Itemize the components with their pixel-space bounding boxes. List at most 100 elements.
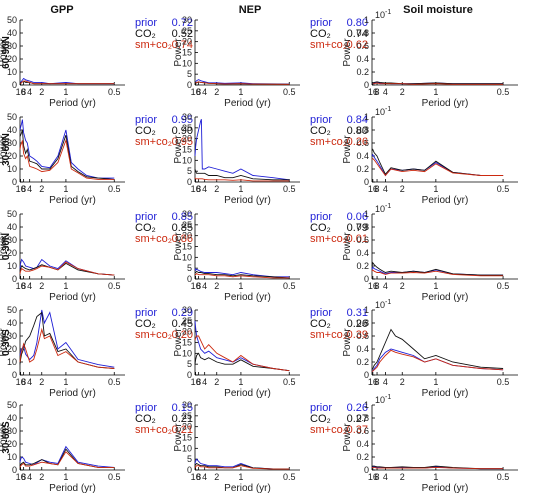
x-tick-label: 1 <box>238 472 243 482</box>
y-tick-label: 30 <box>7 235 17 245</box>
row-label: 0-30N <box>1 233 12 260</box>
series-line-prior <box>194 268 290 278</box>
column-title: GPP <box>50 4 73 16</box>
series-line-co2 <box>19 311 115 369</box>
x-axis-label: Period (yr) <box>422 292 469 303</box>
y-axis-label: Power <box>173 232 184 261</box>
legend-name-prior: prior <box>310 114 332 126</box>
exponent-superscript: -1 <box>385 203 391 210</box>
y-tick-label: 0 <box>12 465 17 475</box>
panel-soil-moisture-30-60s: 0 0.2 0.4 0.6 0.8 1 Power 168 4 2 1 0.5 Period (yr) 1… <box>342 394 518 494</box>
x-tick-label: 8 <box>196 472 201 482</box>
x-tick-label: 2 <box>400 281 405 291</box>
legend-name-smco2: sm+co₂ <box>310 329 347 341</box>
legend-name-prior: prior <box>135 114 157 126</box>
y-axis-label: Power <box>0 423 9 452</box>
y-tick-label: 0 <box>187 80 192 90</box>
y-tick-label: 0 <box>12 274 17 284</box>
y-tick-label: 0 <box>364 465 369 475</box>
x-tick-label: 0.5 <box>108 184 121 194</box>
x-tick-label: 1 <box>433 472 438 482</box>
y-axis-label: Power <box>342 135 353 164</box>
x-tick-label: 4 <box>27 281 32 291</box>
y-tick-label: 5 <box>187 359 192 369</box>
legend-name-prior: prior <box>135 307 157 319</box>
legend-name-co2: CO₂ <box>310 318 331 330</box>
x-tick-label: 0.5 <box>497 377 510 387</box>
x-tick-label: 16 <box>191 184 201 194</box>
legend-name-smco2: sm+co₂ <box>310 39 347 51</box>
x-tick-label: 16 <box>368 377 378 387</box>
x-tick-label: 8 <box>375 472 380 482</box>
series-line-smco2 <box>371 349 504 373</box>
y-tick-label: 10 <box>7 261 17 271</box>
y-tick-label: 1 <box>364 209 369 219</box>
y-tick-label: 20 <box>7 344 17 354</box>
exponent-label: 10-1 <box>375 203 391 214</box>
y-tick-label: 0 <box>364 370 369 380</box>
legend-name-co2: CO₂ <box>135 222 156 234</box>
y-tick-label: 10 <box>7 357 17 367</box>
x-tick-label: 2 <box>39 281 44 291</box>
y-tick-label: 0.2 <box>356 261 369 271</box>
x-tick-label: 4 <box>202 87 207 97</box>
legend-name-co2: CO₂ <box>310 125 331 137</box>
series-line-co2 <box>371 261 504 276</box>
y-axis-label: Power <box>0 328 9 357</box>
legend-name-prior: prior <box>310 211 332 223</box>
series-line-smco2 <box>19 327 115 369</box>
row-label: 30-60N <box>1 133 12 166</box>
x-tick-label: 0.5 <box>497 281 510 291</box>
panel-soil-moisture-30-60n: 0 0.2 0.4 0.6 0.8 1 Power 168 4 2 1 0.5 Period (yr) 1… <box>342 106 518 206</box>
x-tick-label: 1 <box>433 184 438 194</box>
x-tick-label: 0.5 <box>283 281 296 291</box>
x-tick-label: 0.5 <box>283 87 296 97</box>
legend-value-prior: 0.72 <box>172 17 193 29</box>
x-axis-label: Period (yr) <box>224 195 271 206</box>
legend-name-prior: prior <box>310 307 332 319</box>
x-tick-label: 1 <box>63 377 68 387</box>
y-tick-label: 15 <box>182 242 192 252</box>
y-tick-label: 30 <box>7 138 17 148</box>
x-tick-label: 1 <box>238 184 243 194</box>
x-tick-label: 16 <box>368 281 378 291</box>
x-tick-label: 2 <box>400 472 405 482</box>
y-axis-label: Power <box>173 423 184 452</box>
series-line-prior <box>20 77 115 85</box>
x-tick-label: 1 <box>433 87 438 97</box>
y-tick-label: 30 <box>7 331 17 341</box>
legend-name-co2: CO₂ <box>135 28 156 40</box>
x-tick-label: 1 <box>63 281 68 291</box>
x-tick-label: 8 <box>21 281 26 291</box>
y-tick-label: 0.4 <box>356 344 369 354</box>
y-axis-label: Power <box>173 135 184 164</box>
y-axis-label: Power <box>342 38 353 67</box>
legend-value-smco2: 0.62 <box>347 39 368 51</box>
x-tick-label: 4 <box>27 472 32 482</box>
row-label: 0-30S <box>1 329 12 356</box>
x-tick-label: 0.5 <box>108 87 121 97</box>
x-tick-label: 16 <box>191 281 201 291</box>
x-tick-label: 0.5 <box>108 377 121 387</box>
x-tick-label: 2 <box>214 87 219 97</box>
series-line-smco2 <box>194 177 290 182</box>
series-line-smco2 <box>372 82 504 85</box>
y-tick-label: 0 <box>187 274 192 284</box>
x-axis-label: Period (yr) <box>224 292 271 303</box>
y-tick-label: 10 <box>7 67 17 77</box>
x-tick-label: 8 <box>375 377 380 387</box>
x-tick-label: 1 <box>238 281 243 291</box>
legend-name-smco2: sm+co₂ <box>310 233 347 245</box>
x-tick-label: 4 <box>202 281 207 291</box>
x-axis-label: Period (yr) <box>49 195 96 206</box>
x-tick-label: 4 <box>383 184 388 194</box>
x-tick-label: 4 <box>383 281 388 291</box>
y-tick-label: 30 <box>182 305 192 315</box>
x-tick-label: 1 <box>63 87 68 97</box>
legend-value-co2: 0.21 <box>172 413 193 425</box>
legend-value-co2: 0.26 <box>347 318 368 330</box>
legend-name-smco2: sm+co₂ <box>135 329 172 341</box>
